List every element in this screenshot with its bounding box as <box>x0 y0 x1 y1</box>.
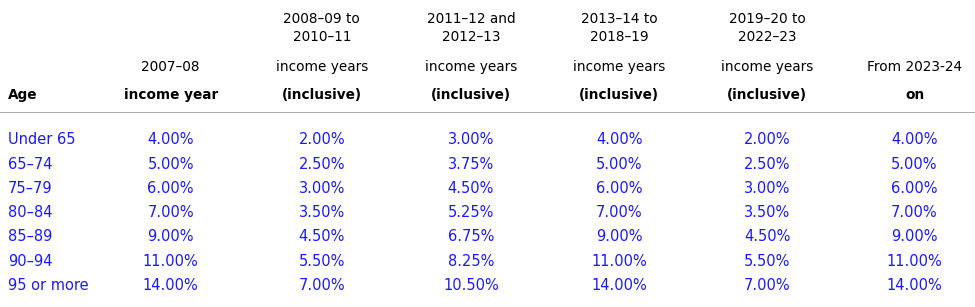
Text: 4.00%: 4.00% <box>891 132 938 147</box>
Text: 2022–23: 2022–23 <box>738 30 797 44</box>
Text: 5.00%: 5.00% <box>147 157 194 172</box>
Text: 3.00%: 3.00% <box>744 181 791 196</box>
Text: 14.00%: 14.00% <box>886 278 943 293</box>
Text: income years: income years <box>276 60 368 74</box>
Text: 4.50%: 4.50% <box>298 229 345 244</box>
Text: income years: income years <box>573 60 665 74</box>
Text: 5.50%: 5.50% <box>744 254 791 269</box>
Text: 11.00%: 11.00% <box>886 254 943 269</box>
Text: 4.50%: 4.50% <box>448 181 494 196</box>
Text: 9.00%: 9.00% <box>891 229 938 244</box>
Text: 2019–20 to: 2019–20 to <box>729 12 805 26</box>
Text: 7.00%: 7.00% <box>744 278 791 293</box>
Text: 10.50%: 10.50% <box>443 278 499 293</box>
Text: 5.00%: 5.00% <box>891 157 938 172</box>
Text: 2018–19: 2018–19 <box>590 30 648 44</box>
Text: 75–79: 75–79 <box>8 181 53 196</box>
Text: income years: income years <box>425 60 517 74</box>
Text: 90–94: 90–94 <box>8 254 53 269</box>
Text: 80–84: 80–84 <box>8 205 53 220</box>
Text: 5.50%: 5.50% <box>298 254 345 269</box>
Text: 2011–12 and: 2011–12 and <box>427 12 515 26</box>
Text: 4.00%: 4.00% <box>596 132 643 147</box>
Text: income years: income years <box>722 60 813 74</box>
Text: Under 65: Under 65 <box>8 132 75 147</box>
Text: 2010–11: 2010–11 <box>292 30 351 44</box>
Text: From 2023-24: From 2023-24 <box>867 60 962 74</box>
Text: 5.00%: 5.00% <box>596 157 643 172</box>
Text: (inclusive): (inclusive) <box>282 88 362 102</box>
Text: 4.00%: 4.00% <box>147 132 194 147</box>
Text: 65–74: 65–74 <box>8 157 53 172</box>
Text: 2012–13: 2012–13 <box>442 30 500 44</box>
Text: 85–89: 85–89 <box>8 229 53 244</box>
Text: 11.00%: 11.00% <box>142 254 199 269</box>
Text: 6.75%: 6.75% <box>448 229 494 244</box>
Text: 7.00%: 7.00% <box>596 205 643 220</box>
Text: 8.25%: 8.25% <box>448 254 494 269</box>
Text: 3.75%: 3.75% <box>448 157 494 172</box>
Text: 14.00%: 14.00% <box>591 278 647 293</box>
Text: 3.00%: 3.00% <box>448 132 494 147</box>
Text: 11.00%: 11.00% <box>591 254 647 269</box>
Text: income year: income year <box>124 88 217 102</box>
Text: 9.00%: 9.00% <box>147 229 194 244</box>
Text: 2.00%: 2.00% <box>298 132 345 147</box>
Text: 2.00%: 2.00% <box>744 132 791 147</box>
Text: 2008–09 to: 2008–09 to <box>284 12 360 26</box>
Text: (inclusive): (inclusive) <box>431 88 511 102</box>
Text: 6.00%: 6.00% <box>596 181 643 196</box>
Text: 2.50%: 2.50% <box>744 157 791 172</box>
Text: 7.00%: 7.00% <box>298 278 345 293</box>
Text: 3.50%: 3.50% <box>744 205 791 220</box>
Text: 2007–08: 2007–08 <box>141 60 200 74</box>
Text: (inclusive): (inclusive) <box>727 88 807 102</box>
Text: 6.00%: 6.00% <box>147 181 194 196</box>
Text: 14.00%: 14.00% <box>142 278 199 293</box>
Text: 4.50%: 4.50% <box>744 229 791 244</box>
Text: 3.50%: 3.50% <box>298 205 345 220</box>
Text: 3.00%: 3.00% <box>298 181 345 196</box>
Text: on: on <box>905 88 924 102</box>
Text: 7.00%: 7.00% <box>891 205 938 220</box>
Text: 2.50%: 2.50% <box>298 157 345 172</box>
Text: 7.00%: 7.00% <box>147 205 194 220</box>
Text: Age: Age <box>8 88 37 102</box>
Text: 5.25%: 5.25% <box>448 205 494 220</box>
Text: 2013–14 to: 2013–14 to <box>581 12 657 26</box>
Text: 95 or more: 95 or more <box>8 278 89 293</box>
Text: 6.00%: 6.00% <box>891 181 938 196</box>
Text: (inclusive): (inclusive) <box>579 88 659 102</box>
Text: 9.00%: 9.00% <box>596 229 643 244</box>
